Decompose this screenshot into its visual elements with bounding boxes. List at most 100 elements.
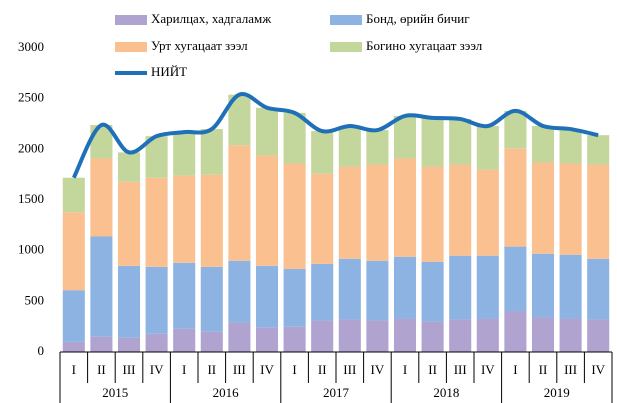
x-tick-label: IV (150, 362, 164, 377)
bar (559, 129, 582, 164)
x-tick-label: II (207, 362, 216, 377)
bar (311, 131, 334, 174)
bar (117, 152, 141, 182)
x-tick-label: IV (260, 362, 274, 377)
x-tick-label: III (564, 362, 577, 377)
x-tick-label: III (123, 362, 136, 377)
year-label: 2018 (433, 385, 459, 400)
bar (173, 175, 196, 263)
bar (504, 148, 527, 247)
bar (504, 246, 527, 312)
bar (62, 341, 85, 352)
legend-swatch (330, 15, 362, 25)
legend-label: Богино хугацаат зээл (366, 38, 483, 53)
y-tick-label: 3000 (18, 39, 44, 54)
bar (393, 256, 417, 319)
bar (62, 290, 85, 342)
bar (504, 110, 527, 149)
x-tick-label: III (454, 362, 467, 377)
bar (200, 266, 223, 332)
x-tick-label: I (72, 362, 76, 377)
y-tick-label: 1000 (18, 242, 44, 257)
bar (255, 265, 279, 328)
bar (449, 118, 472, 165)
bar (255, 327, 279, 352)
bar (145, 177, 168, 267)
year-label: 2015 (102, 385, 128, 400)
bar (228, 94, 251, 146)
x-tick-label: III (233, 362, 246, 377)
bar (200, 174, 223, 267)
bar (255, 155, 279, 266)
bar (90, 158, 113, 237)
bar (338, 166, 361, 259)
bar (366, 320, 389, 352)
x-tick-label: II (97, 362, 106, 377)
x-tick-label: IV (591, 362, 605, 377)
x-tick-label: I (403, 362, 407, 377)
bar (421, 321, 444, 352)
bar (338, 126, 361, 167)
bar (228, 145, 251, 261)
bar (338, 258, 361, 320)
bar (559, 318, 582, 352)
y-tick-label: 1500 (18, 191, 44, 206)
bar (283, 326, 306, 352)
x-tick-label: II (428, 362, 437, 377)
bar (559, 163, 582, 255)
y-tick-label: 0 (38, 343, 45, 358)
bar (117, 181, 141, 266)
bar (449, 255, 472, 320)
bar (476, 169, 499, 256)
bar (421, 166, 444, 262)
bar (393, 318, 417, 352)
y-tick-label: 2000 (18, 140, 44, 155)
bar (393, 158, 417, 257)
y-tick-label: 2500 (18, 90, 44, 105)
x-tick-label: I (292, 362, 296, 377)
bar (145, 333, 168, 352)
bar (283, 163, 306, 269)
year-label: 2019 (544, 385, 570, 400)
bar (531, 126, 555, 163)
bar (559, 254, 582, 319)
bar (587, 319, 610, 352)
bar (117, 265, 141, 338)
bar (421, 117, 444, 167)
bar (449, 164, 472, 256)
bar (421, 261, 444, 322)
bar (366, 260, 389, 321)
bar (366, 130, 389, 165)
bar (90, 236, 113, 337)
bar (393, 115, 417, 159)
bar (311, 173, 334, 264)
total-line (71, 92, 599, 179)
bar (173, 328, 196, 352)
bar (531, 162, 555, 254)
bar (200, 129, 223, 175)
bar (587, 135, 610, 165)
bar (449, 319, 472, 352)
bar (90, 336, 113, 352)
bar (587, 164, 610, 259)
bar (117, 337, 141, 352)
bar (587, 258, 610, 320)
bar (504, 311, 527, 352)
x-tick-label: II (539, 362, 548, 377)
legend-swatch (115, 15, 147, 25)
bar (311, 320, 334, 352)
bar (228, 260, 251, 323)
legend-label: НИЙТ (151, 64, 187, 79)
bar (311, 263, 334, 321)
bar (145, 266, 168, 334)
x-tick-label: IV (481, 362, 495, 377)
bar (338, 319, 361, 352)
legend-label: Бонд, өрийн бичиг (366, 11, 470, 26)
x-tick-label: I (513, 362, 517, 377)
bar (173, 262, 196, 329)
bar (228, 322, 251, 352)
bar (476, 255, 499, 319)
y-tick-label: 500 (25, 292, 45, 307)
bar (531, 317, 555, 352)
